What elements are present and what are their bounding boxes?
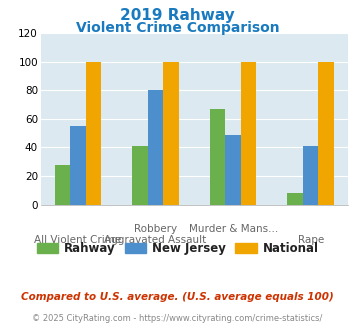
Text: Rape: Rape	[297, 235, 324, 245]
Bar	[318, 62, 334, 205]
Bar	[55, 165, 70, 205]
Text: Compared to U.S. average. (U.S. average equals 100): Compared to U.S. average. (U.S. average …	[21, 292, 334, 302]
Text: Aggravated Assault: Aggravated Assault	[104, 235, 207, 245]
Bar	[210, 109, 225, 205]
Text: All Violent Crime: All Violent Crime	[34, 235, 122, 245]
Text: Robbery: Robbery	[134, 224, 177, 234]
Text: 2019 Rahway: 2019 Rahway	[120, 8, 235, 23]
Bar	[303, 146, 318, 205]
Bar	[163, 62, 179, 205]
Text: Violent Crime Comparison: Violent Crime Comparison	[76, 21, 279, 35]
Text: © 2025 CityRating.com - https://www.cityrating.com/crime-statistics/: © 2025 CityRating.com - https://www.city…	[32, 314, 323, 323]
Text: Murder & Mans...: Murder & Mans...	[189, 224, 278, 234]
Bar	[148, 90, 163, 205]
Bar	[288, 193, 303, 205]
Bar	[225, 135, 241, 205]
Bar	[132, 146, 148, 205]
Bar	[86, 62, 101, 205]
Legend: Rahway, New Jersey, National: Rahway, New Jersey, National	[32, 237, 323, 260]
Bar	[70, 126, 86, 205]
Bar	[241, 62, 256, 205]
